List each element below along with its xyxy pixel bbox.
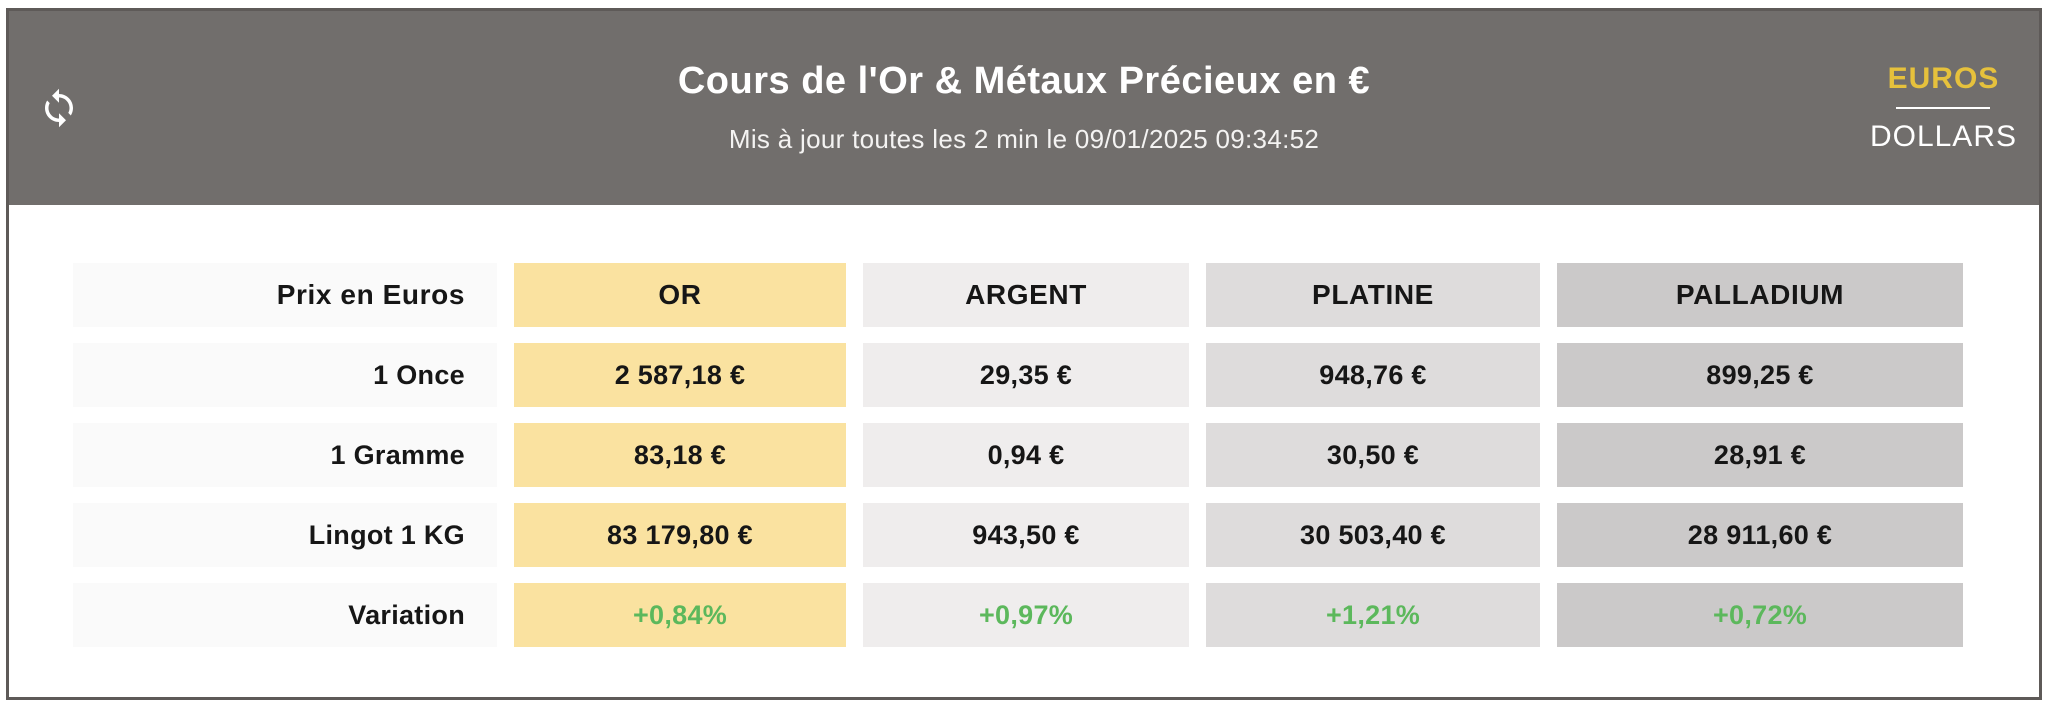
update-status: Mis à jour toutes les 2 min le 09/01/202… (728, 124, 1320, 155)
price-cell-argent-gramme: 0,94 € (863, 423, 1189, 487)
variation-cell-argent: +0,97% (863, 583, 1189, 647)
variation-cell-palladium: +0,72% (1557, 583, 1963, 647)
price-cell-argent-lingot: 943,50 € (863, 503, 1189, 567)
currency-divider (1896, 107, 1991, 109)
variation-cell-or: +0,84% (514, 583, 846, 647)
price-cell-platine-once: 948,76 € (1206, 343, 1540, 407)
currency-dollars-button[interactable]: DOLLARS (1869, 120, 2017, 153)
corner-header-cell: Prix en Euros (73, 263, 497, 327)
price-cell-argent-once: 29,35 € (863, 343, 1189, 407)
price-cell-or-once: 2 587,18 € (514, 343, 846, 407)
widget-header: Cours de l'Or & Métaux Précieux en € Mis… (9, 11, 2039, 205)
currency-euros-button[interactable]: EUROS (1887, 62, 2000, 95)
column-header-palladium: PALLADIUM (1557, 263, 1963, 327)
row-label-lingot: Lingot 1 KG (73, 503, 497, 567)
currency-toggle: EUROS DOLLARS (1870, 64, 2017, 152)
price-table: Prix en Euros OR ARGENT PLATINE PALLADIU… (9, 205, 2039, 647)
price-cell-palladium-once: 899,25 € (1557, 343, 1963, 407)
price-cell-platine-lingot: 30 503,40 € (1206, 503, 1540, 567)
price-cell-platine-gramme: 30,50 € (1206, 423, 1540, 487)
column-header-platine: PLATINE (1206, 263, 1540, 327)
price-cell-or-lingot: 83 179,80 € (514, 503, 846, 567)
row-label-gramme: 1 Gramme (73, 423, 497, 487)
column-header-or: OR (514, 263, 846, 327)
row-label-once: 1 Once (73, 343, 497, 407)
price-cell-palladium-gramme: 28,91 € (1557, 423, 1963, 487)
row-label-variation: Variation (73, 583, 497, 647)
gold-price-widget: Cours de l'Or & Métaux Précieux en € Mis… (6, 8, 2042, 700)
price-cell-palladium-lingot: 28 911,60 € (1557, 503, 1963, 567)
page-title: Cours de l'Or & Métaux Précieux en € (677, 59, 1371, 102)
refresh-button[interactable] (35, 84, 83, 132)
sync-icon (38, 87, 80, 129)
price-cell-or-gramme: 83,18 € (514, 423, 846, 487)
variation-cell-platine: +1,21% (1206, 583, 1540, 647)
column-header-argent: ARGENT (863, 263, 1189, 327)
